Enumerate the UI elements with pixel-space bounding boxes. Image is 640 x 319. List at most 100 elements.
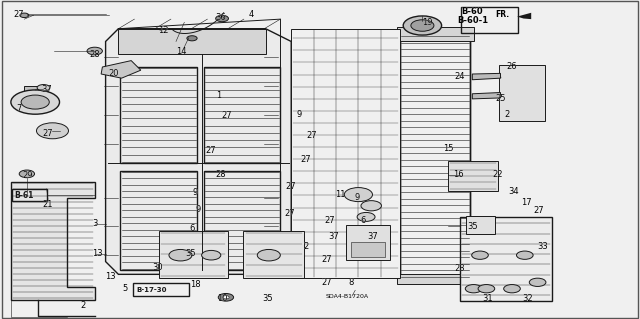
Text: 9: 9 xyxy=(355,193,360,202)
Text: 35: 35 xyxy=(186,249,196,258)
Bar xyxy=(120,171,197,270)
Text: 15: 15 xyxy=(443,144,453,153)
Bar xyxy=(159,231,228,278)
Text: 11: 11 xyxy=(335,190,346,199)
Text: 18: 18 xyxy=(190,280,200,289)
Circle shape xyxy=(36,123,68,139)
Text: 29: 29 xyxy=(22,171,33,180)
Bar xyxy=(204,67,280,163)
Text: 18: 18 xyxy=(190,280,200,289)
Text: 13: 13 xyxy=(92,249,102,258)
Text: 5: 5 xyxy=(123,284,128,293)
Text: 37: 37 xyxy=(368,232,378,241)
Circle shape xyxy=(529,278,546,286)
Text: 9: 9 xyxy=(196,205,201,214)
Text: 19: 19 xyxy=(422,18,433,27)
Polygon shape xyxy=(106,29,291,274)
Text: SDA4-B1720A: SDA4-B1720A xyxy=(325,293,369,299)
Text: 3: 3 xyxy=(92,219,97,228)
Circle shape xyxy=(187,36,197,41)
Polygon shape xyxy=(101,61,141,78)
Text: 33: 33 xyxy=(538,242,548,251)
Polygon shape xyxy=(472,73,500,80)
Text: 2: 2 xyxy=(303,242,308,251)
Circle shape xyxy=(20,13,29,18)
Text: 5: 5 xyxy=(123,284,128,293)
Text: 36: 36 xyxy=(216,13,226,22)
Text: 9: 9 xyxy=(297,110,302,119)
Text: 21: 21 xyxy=(43,200,53,209)
Text: 34: 34 xyxy=(508,187,518,196)
Text: 27: 27 xyxy=(321,256,332,264)
Text: 6: 6 xyxy=(189,224,195,233)
Text: 27: 27 xyxy=(321,278,332,287)
Text: 27: 27 xyxy=(285,209,295,218)
Text: 27: 27 xyxy=(14,10,24,19)
Text: 31: 31 xyxy=(483,294,493,303)
Text: 27: 27 xyxy=(285,209,295,218)
Text: 9: 9 xyxy=(193,188,198,197)
Text: 27: 27 xyxy=(222,111,232,120)
Text: 7: 7 xyxy=(17,104,22,113)
Text: 23: 23 xyxy=(454,264,465,273)
Circle shape xyxy=(344,188,372,202)
Text: 27: 27 xyxy=(286,182,296,191)
Text: 19: 19 xyxy=(422,18,433,27)
Text: 9: 9 xyxy=(196,205,201,214)
Text: 2: 2 xyxy=(504,110,509,119)
Text: 10: 10 xyxy=(217,294,227,303)
Text: B-60: B-60 xyxy=(461,7,483,16)
Text: 37: 37 xyxy=(329,232,339,241)
Text: 28: 28 xyxy=(216,170,226,179)
Bar xyxy=(243,231,304,278)
Text: 22: 22 xyxy=(493,170,503,179)
Text: 35: 35 xyxy=(262,294,273,303)
Text: 27: 27 xyxy=(43,130,53,138)
Text: 12: 12 xyxy=(158,26,168,35)
Circle shape xyxy=(465,285,482,293)
Text: 35: 35 xyxy=(186,249,196,258)
Text: 27: 27 xyxy=(206,146,216,155)
Bar xyxy=(346,225,390,260)
Polygon shape xyxy=(118,29,266,54)
Text: FR.: FR. xyxy=(495,10,509,19)
Text: 12: 12 xyxy=(158,26,168,35)
Bar xyxy=(466,216,495,234)
Bar xyxy=(448,161,498,191)
Bar xyxy=(460,217,552,301)
Text: 27: 27 xyxy=(43,130,53,138)
Text: 30: 30 xyxy=(153,263,163,272)
Polygon shape xyxy=(472,93,500,99)
Text: 24: 24 xyxy=(454,72,465,81)
Text: 30: 30 xyxy=(153,263,163,272)
Text: 36: 36 xyxy=(216,13,226,22)
Text: 4: 4 xyxy=(248,10,253,19)
Text: 4: 4 xyxy=(248,10,253,19)
Text: 35: 35 xyxy=(467,222,477,231)
Text: 3: 3 xyxy=(92,219,97,228)
Text: 11: 11 xyxy=(335,190,346,199)
Text: 20: 20 xyxy=(109,69,119,78)
Text: 25: 25 xyxy=(495,94,506,103)
Circle shape xyxy=(403,16,442,35)
Circle shape xyxy=(11,90,60,114)
Text: 28: 28 xyxy=(90,50,100,59)
Circle shape xyxy=(169,249,192,261)
Text: B-60-1: B-60-1 xyxy=(457,16,488,25)
Text: 25: 25 xyxy=(495,94,506,103)
Text: 37: 37 xyxy=(42,85,52,94)
Circle shape xyxy=(21,95,49,109)
Circle shape xyxy=(357,212,375,221)
Text: 28: 28 xyxy=(90,50,100,59)
Text: 29: 29 xyxy=(22,171,33,180)
Text: 13: 13 xyxy=(92,249,102,258)
Text: 16: 16 xyxy=(454,170,464,179)
Text: 1: 1 xyxy=(216,91,221,100)
Bar xyxy=(291,29,400,278)
Text: 9: 9 xyxy=(297,110,302,119)
Text: 17: 17 xyxy=(521,198,531,207)
Bar xyxy=(499,65,545,121)
Text: 22: 22 xyxy=(493,170,503,179)
Text: 37: 37 xyxy=(42,85,52,94)
Text: 27: 27 xyxy=(206,146,216,155)
